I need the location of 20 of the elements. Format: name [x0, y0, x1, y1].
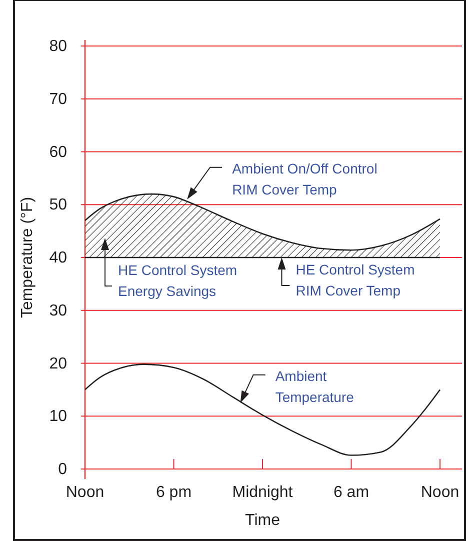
annotation: Ambient On/Off Control RIM Cover Temp — [232, 160, 378, 198]
annotation: Ambient Temperature — [275, 368, 354, 405]
y-tick-label: 60 — [49, 144, 68, 161]
x-tick-label: 6 pm — [156, 484, 192, 501]
x-tick-label: Midnight — [232, 484, 294, 501]
x-tick-label: 6 am — [333, 484, 370, 501]
y-tick-label: 40 — [49, 250, 68, 266]
y-axis-title: Temperature (°F) — [19, 196, 36, 318]
y-tick-label: 0 — [58, 461, 68, 478]
y-tick-label: 30 — [49, 302, 68, 320]
annotation: HE Control System RIM Cover Temp — [296, 262, 415, 298]
x-axis-title: Time — [245, 512, 280, 529]
y-tick-label: 70 — [49, 90, 68, 108]
y-tick-label: 20 — [49, 355, 68, 372]
y-tick-label: 10 — [49, 408, 68, 426]
x-tick-label: Noon — [420, 484, 460, 501]
annotation: HE Control System Energy Savings — [118, 262, 238, 299]
y-tick-label: 50 — [49, 196, 68, 214]
y-tick-label: 80 — [49, 38, 68, 55]
x-tick-label: Noon — [66, 484, 104, 501]
